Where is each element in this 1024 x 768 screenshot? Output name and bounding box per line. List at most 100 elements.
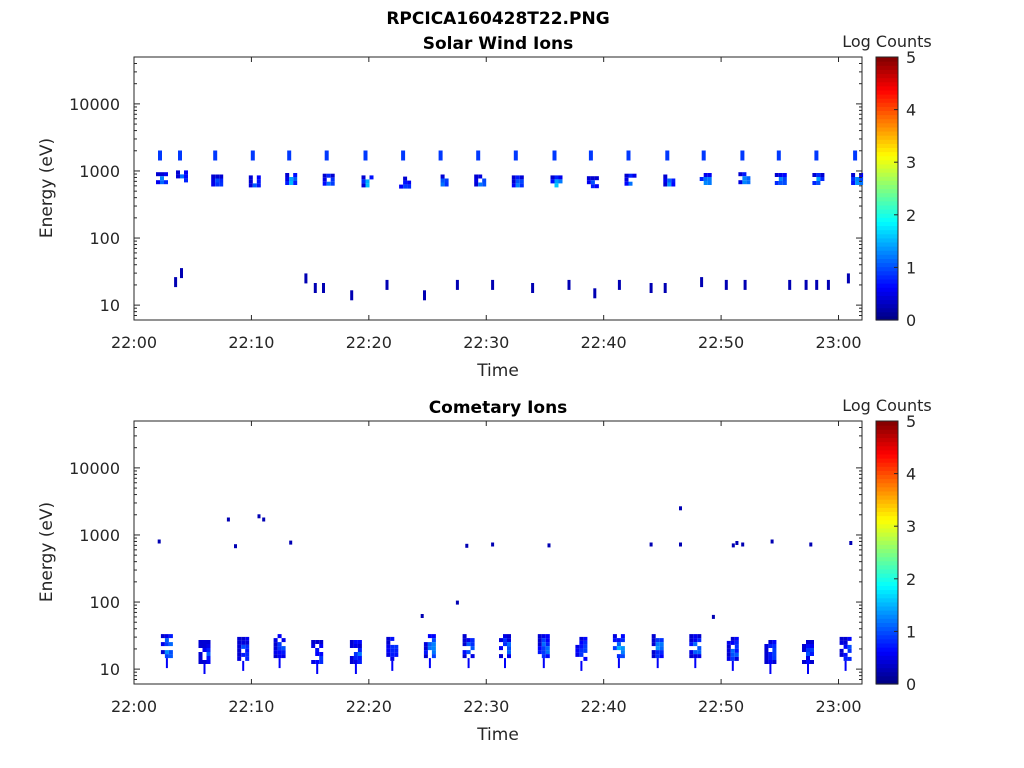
blob-cell bbox=[160, 176, 164, 181]
blob-cell bbox=[742, 180, 747, 185]
blob-cell bbox=[470, 646, 475, 651]
colorbar-segment bbox=[876, 221, 898, 227]
blob-cell bbox=[281, 646, 286, 651]
low-mark bbox=[385, 279, 389, 290]
x-tick-label: 22:20 bbox=[346, 697, 392, 716]
colorbar-tick-label: 0 bbox=[906, 675, 916, 694]
low-mark bbox=[846, 273, 850, 284]
blob-cell bbox=[774, 181, 779, 185]
upper-blob bbox=[250, 150, 255, 161]
blob-cell bbox=[554, 179, 559, 184]
blob-cell bbox=[651, 638, 656, 643]
blob-cell bbox=[594, 176, 599, 181]
blob-cell bbox=[237, 640, 242, 645]
blob-cell bbox=[349, 660, 354, 664]
x-tick-label: 23:00 bbox=[815, 697, 861, 716]
blob-cell bbox=[386, 652, 391, 657]
blob-cell bbox=[357, 656, 362, 660]
low-mark bbox=[700, 277, 704, 288]
blob-cell bbox=[659, 638, 664, 643]
colorbar-segment bbox=[876, 585, 898, 591]
blob-cell bbox=[237, 644, 242, 649]
colorbar-segment bbox=[876, 679, 898, 685]
blob-cell bbox=[693, 650, 698, 655]
blob-cell bbox=[407, 184, 412, 189]
blob-cell bbox=[612, 646, 617, 651]
colorbar-segment bbox=[876, 110, 898, 116]
blob-cell bbox=[768, 660, 773, 664]
colorbar-segment bbox=[876, 564, 898, 570]
blob-cell bbox=[707, 173, 712, 177]
blob-cell bbox=[252, 183, 257, 188]
colorbar-tick-label: 1 bbox=[906, 258, 916, 277]
blob-cell bbox=[583, 648, 588, 653]
blob-cell bbox=[160, 650, 165, 655]
blob-cell bbox=[198, 660, 203, 664]
blob-cell bbox=[859, 173, 864, 177]
blob-cell bbox=[616, 642, 621, 647]
blob-cell bbox=[315, 660, 320, 664]
blob-cell bbox=[843, 640, 848, 645]
blob-cell bbox=[594, 184, 599, 189]
colorbar-segment bbox=[876, 449, 898, 455]
upper-blob bbox=[626, 150, 631, 161]
blob-cell bbox=[734, 636, 739, 641]
colorbar-segment bbox=[876, 278, 898, 284]
colorbar-segment bbox=[876, 503, 898, 508]
blob-cell bbox=[164, 634, 169, 639]
blob-cell bbox=[537, 642, 542, 647]
colorbar-tick-label: 5 bbox=[906, 48, 916, 67]
blob-cell bbox=[583, 644, 588, 649]
blob-cell bbox=[655, 642, 660, 647]
data-layer bbox=[157, 506, 890, 674]
blob-cell bbox=[537, 646, 542, 651]
colorbar-segment bbox=[876, 81, 898, 87]
blob-cell bbox=[545, 634, 550, 639]
colorbar-label: Log Counts bbox=[842, 396, 932, 415]
blob-cell bbox=[738, 172, 743, 177]
colorbar-segment bbox=[876, 291, 898, 296]
blob-cell bbox=[847, 648, 852, 653]
low-mark bbox=[743, 279, 747, 290]
blob-cell bbox=[353, 656, 358, 660]
blob-cell bbox=[399, 184, 404, 189]
colorbar-segment bbox=[876, 466, 898, 471]
colorbar-segment bbox=[876, 299, 898, 305]
blob-cell bbox=[537, 634, 542, 639]
blob-cell bbox=[357, 648, 362, 652]
colorbar-segment bbox=[876, 192, 898, 198]
blob-cell bbox=[241, 652, 246, 657]
blob-cell bbox=[579, 652, 584, 657]
blob-cell bbox=[734, 652, 739, 657]
low-mark bbox=[322, 283, 325, 293]
colorbar-segment bbox=[876, 515, 898, 521]
blob-cell bbox=[289, 177, 294, 181]
blob-cell bbox=[851, 181, 856, 185]
colorbar-segment bbox=[876, 102, 898, 107]
streak bbox=[807, 664, 809, 674]
blob-cell bbox=[693, 654, 698, 659]
blob-cell bbox=[659, 650, 664, 655]
blob-cell bbox=[810, 648, 814, 652]
blob-cell bbox=[215, 178, 220, 183]
blob-cell bbox=[277, 654, 282, 659]
blob-cell bbox=[541, 642, 546, 647]
blob-cell bbox=[554, 175, 559, 180]
blob-cell bbox=[772, 640, 777, 644]
upper-blob bbox=[776, 150, 781, 161]
blob-cell bbox=[847, 656, 852, 661]
colorbar-segment bbox=[876, 470, 898, 476]
colorbar-segment bbox=[876, 135, 898, 140]
low-mark bbox=[304, 273, 308, 284]
blob-cell bbox=[772, 652, 777, 656]
sparse-point bbox=[420, 614, 424, 618]
plot-area bbox=[133, 420, 863, 685]
colorbar-segment bbox=[876, 69, 898, 75]
sparse-point bbox=[809, 542, 813, 547]
blob-cell bbox=[778, 173, 783, 177]
colorbar-segment bbox=[876, 593, 898, 599]
blob-cell bbox=[659, 642, 664, 647]
blob-cell bbox=[219, 174, 224, 179]
colorbar-segment bbox=[876, 663, 898, 669]
colorbar-segment bbox=[876, 188, 898, 194]
